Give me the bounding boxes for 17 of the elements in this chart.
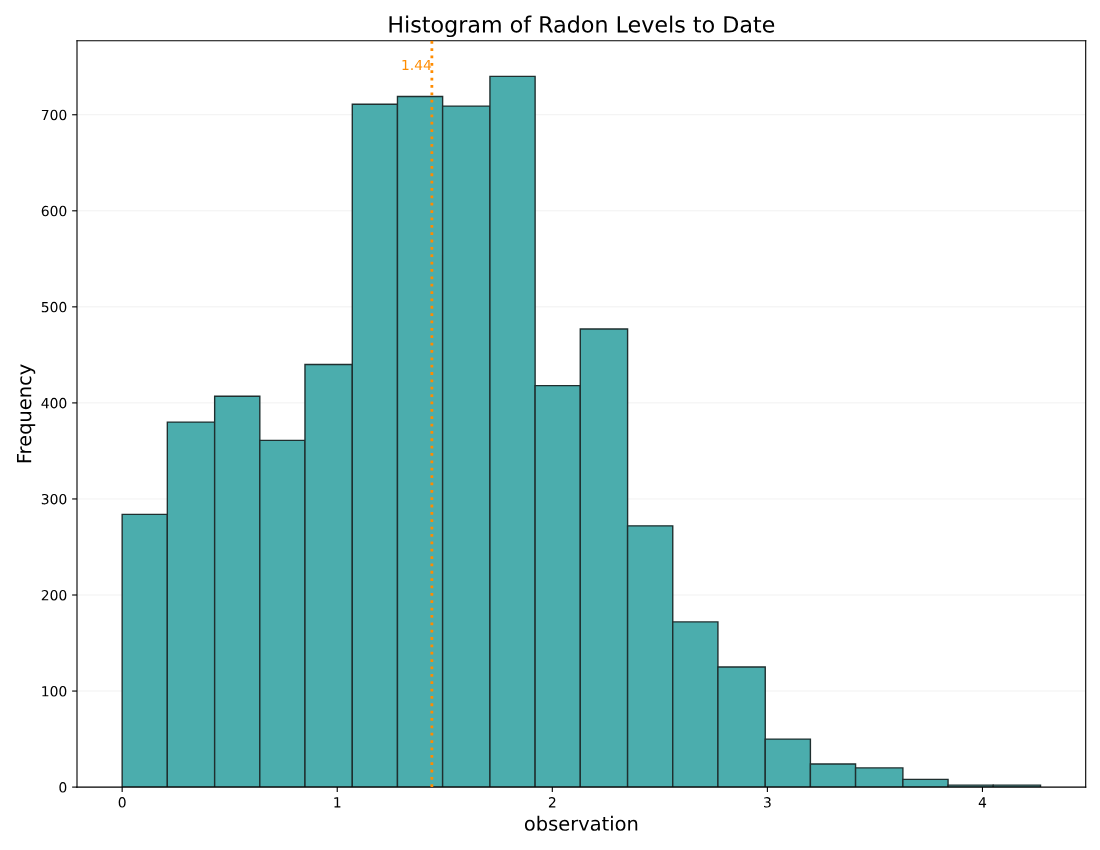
y-axis-title: Frequency: [16, 364, 36, 463]
y-tick-label: 0: [59, 782, 67, 793]
ref-line-label: 1.44: [402, 59, 432, 71]
y-tick-label: 200: [41, 589, 67, 601]
x-tick-label: 3: [764, 797, 771, 808]
chart-title: Histogram of Radon Levels to Date: [389, 15, 775, 38]
y-tick-label: 400: [41, 397, 67, 409]
x-axis-title: observation: [524, 815, 638, 831]
y-tick-label: 600: [41, 205, 67, 217]
y-tick-label: 300: [41, 493, 67, 505]
x-tick-label: 0: [118, 797, 126, 808]
y-tick-label: 100: [42, 686, 67, 697]
y-tick-label: 500: [41, 301, 67, 313]
x-tick-label: 1: [334, 797, 341, 808]
y-tick-label: 700: [41, 109, 67, 121]
x-tick-label: 2: [548, 797, 556, 808]
x-tick-label: 4: [978, 797, 987, 808]
